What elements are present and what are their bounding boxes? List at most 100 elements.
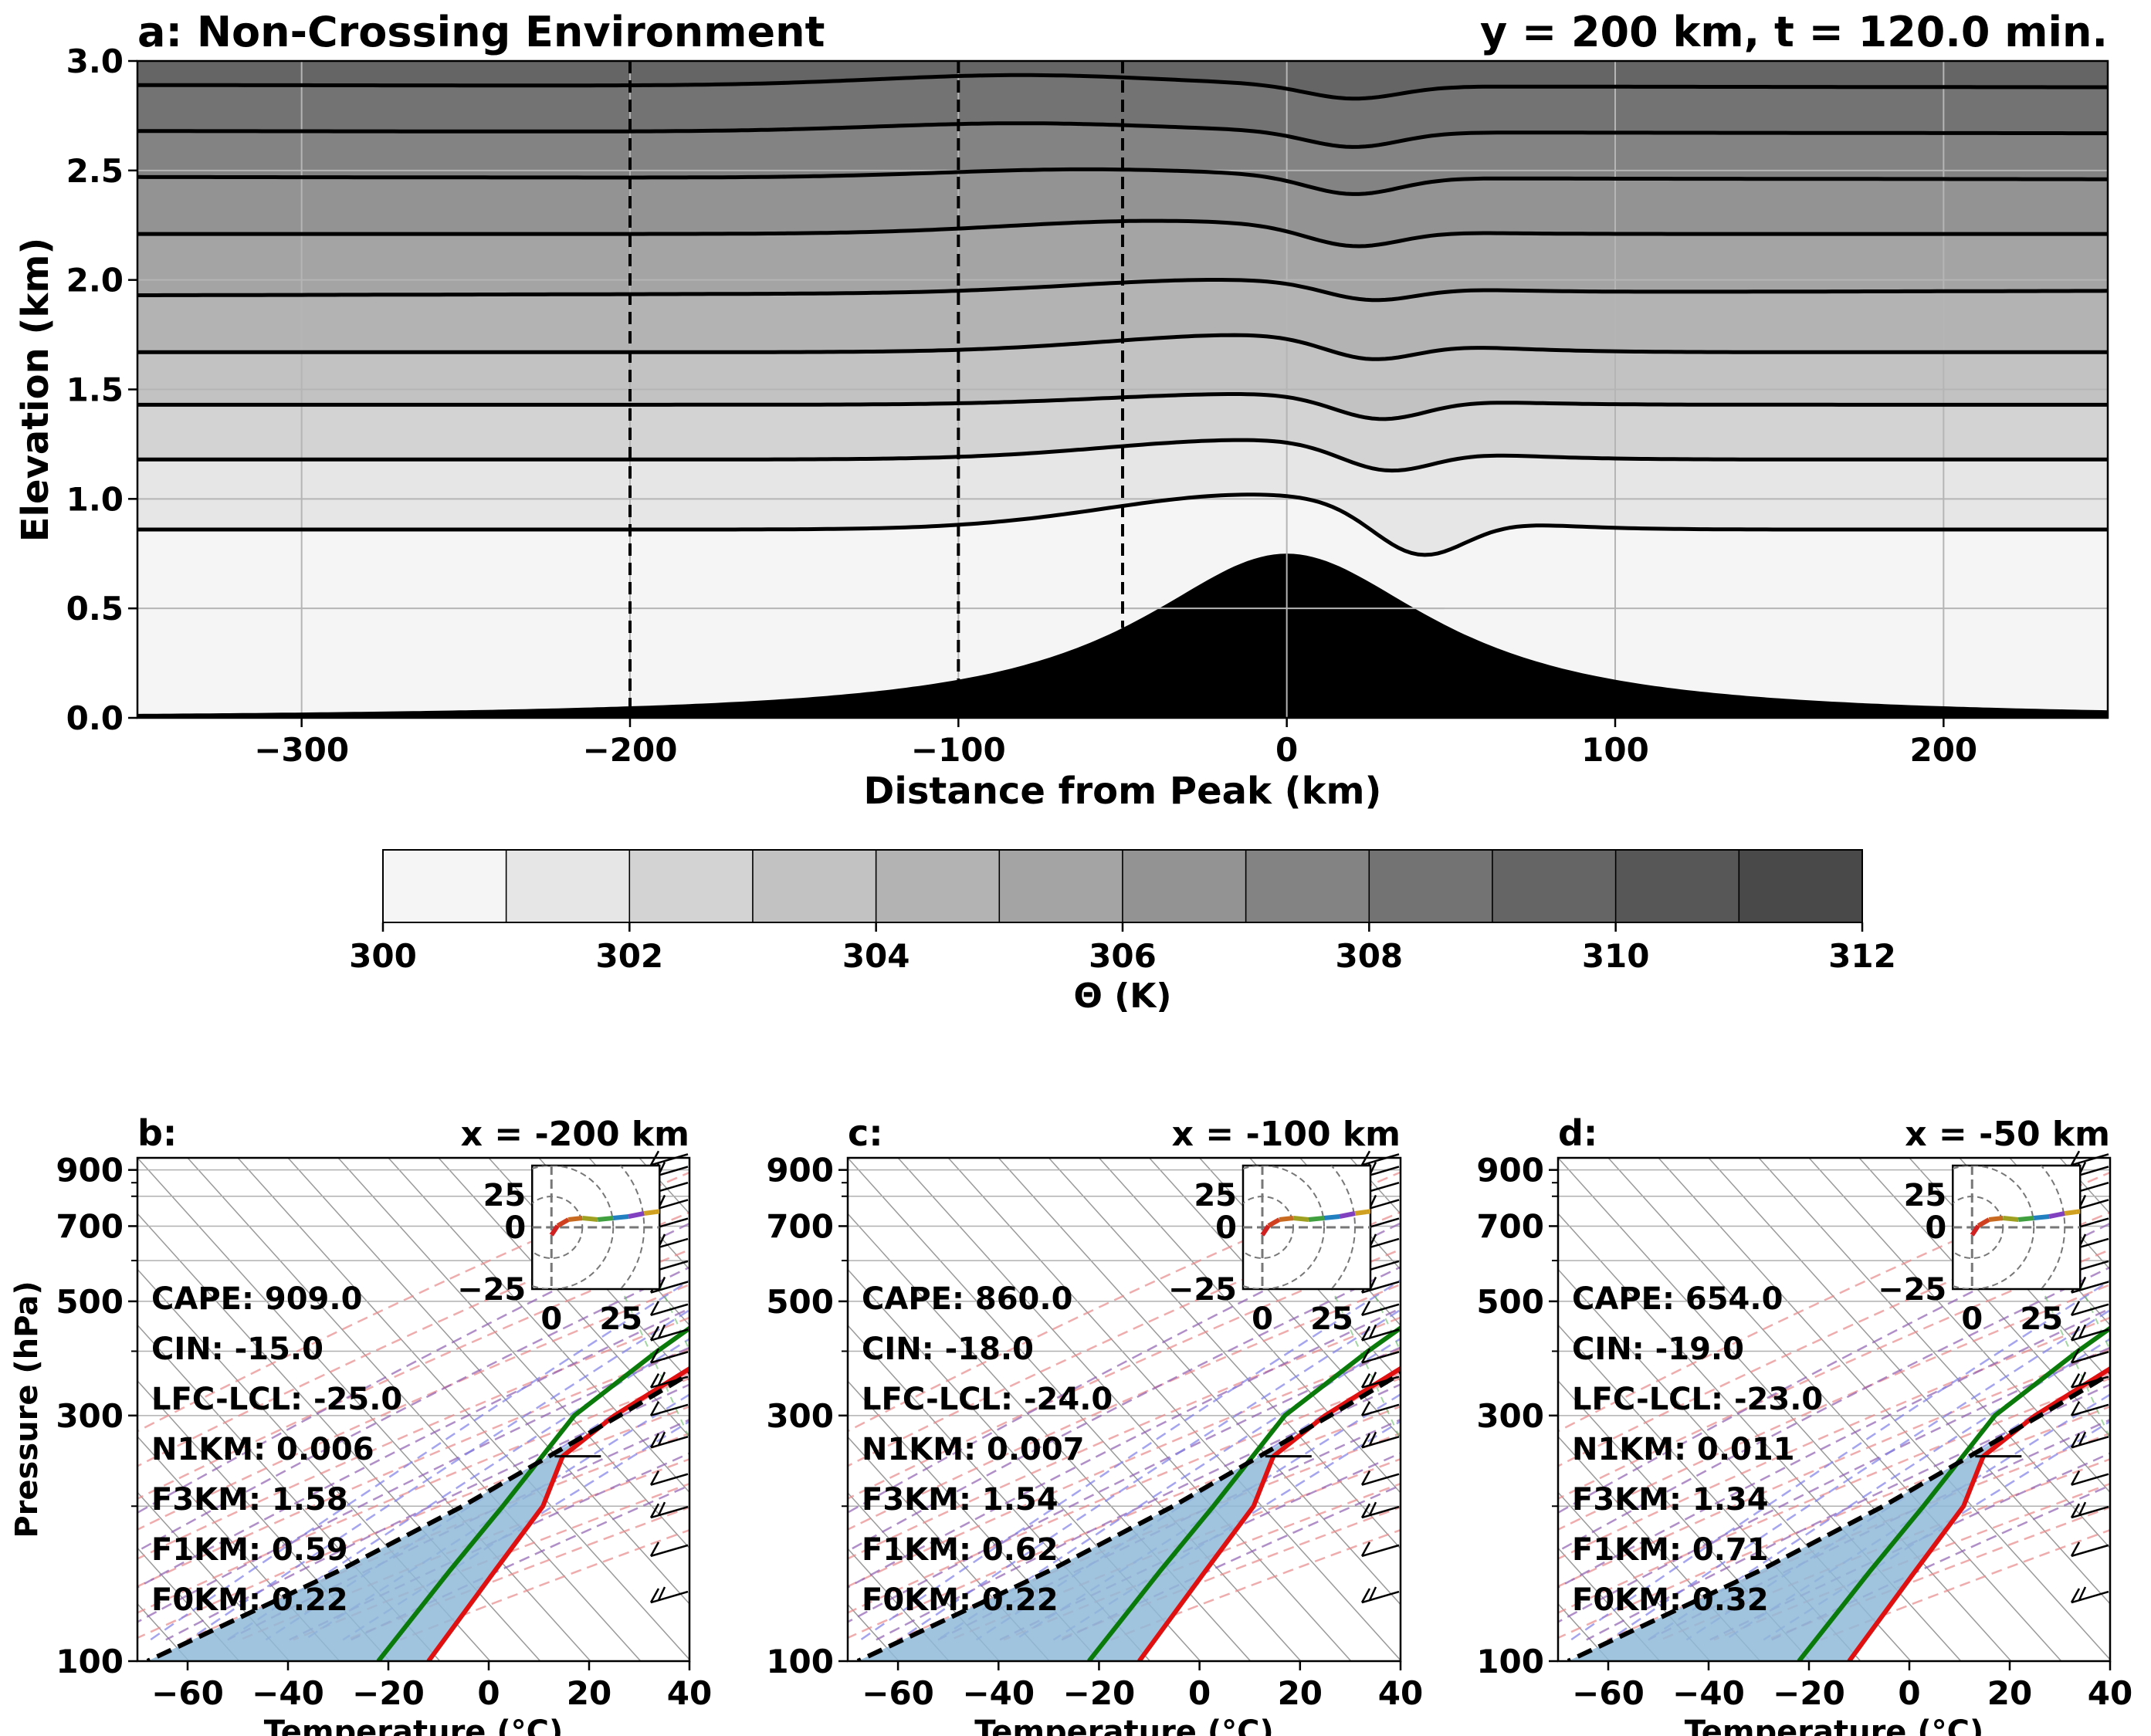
wind-barb <box>2070 1541 2109 1558</box>
colorbar-cell-306 <box>1122 849 1247 923</box>
wind-barb <box>2070 1372 2109 1389</box>
isotherm <box>1858 1158 2110 1438</box>
sounding-xtick-label: −40 <box>252 1674 324 1712</box>
wind-barb <box>649 1431 689 1449</box>
moist-adiabat <box>1685 1365 2110 1641</box>
sounding-ytick-label: 700 <box>766 1207 834 1245</box>
stat-f3km: F3KM: 1.54 <box>862 1482 1059 1518</box>
moist-adiabat <box>860 1279 1401 1641</box>
mixing-ratio-line <box>688 1260 689 1264</box>
temperature-profile <box>426 1365 689 1661</box>
wind-barb <box>1360 1541 1400 1558</box>
hodograph-xtick-label: 25 <box>2020 1301 2063 1337</box>
stat-f1km: F1KM: 0.71 <box>1572 1532 1769 1568</box>
sounding-xtick-label: −60 <box>151 1674 224 1712</box>
hodograph-trace-segment <box>1279 1216 1294 1222</box>
dewpoint-profile <box>1797 1325 2110 1661</box>
colorbar-label: Θ (K) <box>1073 976 1171 1016</box>
sounding-xtick-label: −40 <box>962 1674 1035 1712</box>
hodograph-ytick-label: 25 <box>1194 1178 1237 1213</box>
stat-n1km: N1KM: 0.006 <box>151 1432 374 1467</box>
stat-f3km: F3KM: 1.58 <box>151 1482 348 1518</box>
dry-adiabat <box>1558 1283 2110 1531</box>
wind-barb <box>1360 1470 1400 1486</box>
wind-barb <box>2070 1301 2109 1317</box>
sounding-ytick-label: 900 <box>1476 1152 1544 1189</box>
hodograph-ytick-label: −25 <box>1878 1272 1946 1308</box>
dry-adiabat-purple <box>165 1383 689 1641</box>
isotherm <box>1048 1158 1401 1550</box>
dry-adiabat <box>848 1316 1401 1560</box>
colorbar-tick-label: 304 <box>842 937 910 975</box>
hodograph-trace-segment <box>643 1210 656 1216</box>
sounding-xtick-label: 20 <box>1278 1674 1323 1712</box>
stat-f0km: F0KM: 0.22 <box>862 1582 1059 1618</box>
wind-barb <box>2070 1324 2109 1342</box>
dry-adiabat-purple <box>1558 1307 2110 1589</box>
dry-adiabat <box>848 1283 1401 1531</box>
dry-adiabat <box>137 1283 689 1531</box>
hodograph-inset: 250−250 25 <box>1168 1164 1372 1337</box>
isotherm <box>1098 1158 1401 1494</box>
hodograph-trace-segment <box>1977 1217 1990 1228</box>
moist-adiabat <box>226 1338 689 1641</box>
isotherm <box>137 1547 240 1661</box>
sounding-ytick-label: 100 <box>56 1643 124 1680</box>
hodograph-xtick-label: 0 <box>1961 1301 1983 1337</box>
sounding-xtick-label: 0 <box>1188 1674 1211 1712</box>
stat-lfc-lcl: LFC-LCL: -24.0 <box>862 1382 1113 1417</box>
dry-adiabat <box>137 1316 689 1560</box>
xtick-label: 100 <box>1581 731 1649 769</box>
hodograph-ytick-label: −25 <box>1168 1272 1237 1308</box>
sounding-ytick-label: 700 <box>56 1207 124 1245</box>
xtick-label: 200 <box>1909 731 1977 769</box>
hodograph-trace-segment <box>1988 1216 2004 1222</box>
sounding-xtick-label: −60 <box>1572 1674 1645 1712</box>
isotherm <box>187 1158 642 1661</box>
wind-barb <box>2070 1431 2109 1449</box>
ytick-label: 2.5 <box>66 152 124 190</box>
sounding-frame <box>1557 1156 2112 1663</box>
colorbar-cell-305 <box>998 849 1123 923</box>
stat-f1km: F1KM: 0.62 <box>862 1532 1059 1568</box>
moist-adiabat <box>975 1365 1401 1641</box>
hodograph-trace-segment <box>556 1217 570 1228</box>
sounding-panel-label: d: <box>1558 1112 1597 1154</box>
isotherm <box>337 1158 689 1549</box>
dry-adiabat <box>1558 1316 2110 1560</box>
sounding-location-lines <box>628 61 1124 707</box>
panel-a-subtitle: y = 200 km, t = 120.0 min. <box>1480 8 2108 56</box>
hodograph-xtick-label: 0 <box>1252 1301 1273 1337</box>
colorbar: 300 302 304 306 308 310 312 Θ (K) <box>349 849 1896 1016</box>
hodograph-trace-segment <box>1354 1210 1367 1216</box>
wind-barb <box>2070 1470 2109 1486</box>
stat-n1km: N1KM: 0.007 <box>862 1432 1085 1467</box>
wind-barb <box>1360 1372 1400 1389</box>
dry-adiabat <box>848 1377 1401 1614</box>
xtick-label: −200 <box>583 731 678 769</box>
isotherm <box>1708 1158 2110 1605</box>
hodograph-trace-segment <box>655 1209 660 1214</box>
colorbar-cell-308 <box>1368 849 1493 923</box>
wind-barb <box>1360 1324 1400 1342</box>
isotherm <box>438 1158 689 1438</box>
stat-f0km: F0KM: 0.22 <box>151 1582 348 1618</box>
isotherm <box>1558 1379 1811 1661</box>
wind-barb <box>1360 1301 1400 1317</box>
isotherm <box>848 1436 1050 1661</box>
sounding-panel-title: x = -200 km <box>461 1115 689 1154</box>
dry-adiabat <box>186 1432 689 1641</box>
colorbar-cell-302 <box>628 849 754 923</box>
hodograph-ytick-label: 0 <box>1215 1210 1237 1246</box>
colorbar-tick-label: 308 <box>1335 937 1403 975</box>
cin-area <box>858 1415 1330 1661</box>
hodograph-trace-segment <box>1260 1224 1271 1237</box>
dry-adiabat <box>848 1211 1401 1467</box>
sounding-ytick-label: 500 <box>1476 1283 1544 1321</box>
moist-adiabat <box>265 1365 689 1641</box>
sounding-xlabel: Temperature (°C) <box>1685 1714 1984 1736</box>
stat-cape: CAPE: 909.0 <box>151 1281 362 1317</box>
isotherm <box>1758 1158 2110 1549</box>
isentrope-309 <box>137 73 2108 101</box>
